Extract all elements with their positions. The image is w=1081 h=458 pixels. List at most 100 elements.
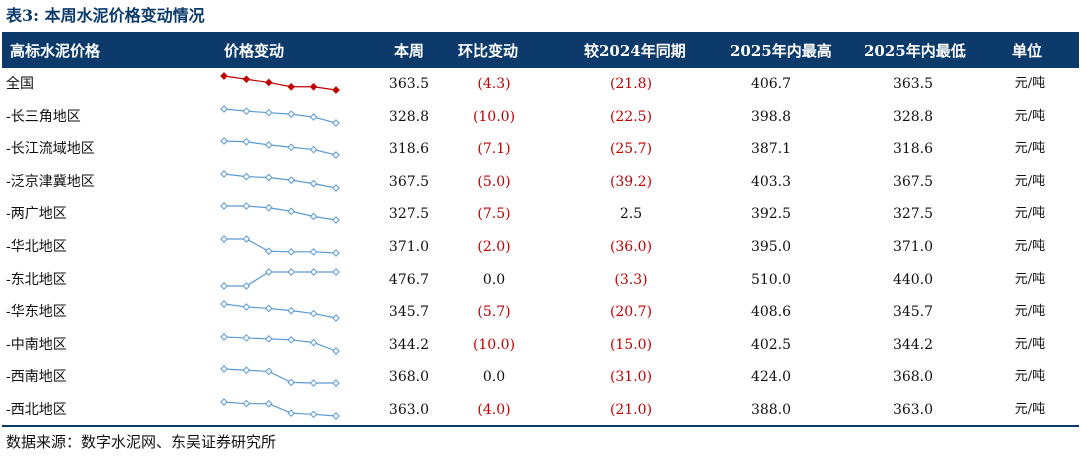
sparkline-marker: [264, 247, 273, 256]
row-unit: 元/吨: [1014, 402, 1046, 417]
sparkline-marker: [242, 333, 251, 342]
row-ytd-high: 387.1: [750, 141, 792, 158]
row-mom-change: 0.0: [482, 271, 506, 288]
row-name: -西北地区: [6, 402, 67, 418]
top-rule: [2, 32, 1079, 34]
sparkline-marker: [264, 78, 273, 87]
row-ytd-low: 363.0: [892, 402, 934, 418]
sparkline-marker: [264, 304, 273, 313]
row-ytd-low: 371.0: [892, 239, 934, 255]
sparkline-marker: [287, 335, 296, 344]
sparkline-marker: [264, 368, 273, 376]
price-trend-sparkline: [218, 361, 342, 394]
table-row: -两广地区 327.5 (7.5) 2.5 392.5 327.5 元/吨: [2, 198, 1079, 231]
sparkline-marker: [220, 398, 228, 406]
row-current-price: 476.7: [388, 271, 429, 288]
sparkline-marker: [220, 235, 228, 243]
row-mom-change: (10.0): [472, 336, 516, 353]
sparkline-marker: [242, 138, 251, 146]
sparkline-marker: [220, 300, 228, 309]
header-min: 2025年内最低: [864, 42, 966, 60]
row-unit: 元/吨: [1014, 271, 1046, 287]
row-yoy-change: (36.0): [609, 239, 653, 255]
sparkline-marker: [287, 143, 296, 152]
table-row: 全国 363.5 (4.3) (21.8) 406.7 363.5 元/吨: [2, 68, 1079, 101]
row-yoy-change: (31.0): [609, 369, 653, 386]
sparkline-marker: [309, 213, 318, 221]
row-name: -华东地区: [6, 304, 67, 321]
sparkline-marker: [220, 104, 228, 113]
row-unit: 元/吨: [1014, 173, 1046, 189]
price-trend-sparkline: [218, 296, 342, 329]
sparkline-marker: [220, 365, 228, 374]
row-unit: 元/吨: [1014, 141, 1046, 157]
row-yoy-change: (20.7): [609, 304, 653, 321]
sparkline-line: [224, 270, 336, 287]
row-yoy-change: 2.5: [619, 206, 643, 223]
row-ytd-low: 440.0: [892, 271, 934, 288]
row-unit: 元/吨: [1014, 206, 1046, 222]
sparkline-marker: [242, 366, 251, 375]
row-ytd-high: 402.5: [750, 336, 792, 353]
row-ytd-low: 328.8: [892, 108, 934, 125]
row-unit: 元/吨: [1014, 76, 1046, 91]
row-name: -泛京津冀地区: [6, 173, 95, 190]
row-current-price: 327.5: [388, 206, 429, 223]
table-row: -中南地区 344.2 (10.0) (15.0) 402.5 344.2 元/吨: [2, 329, 1079, 362]
sparkline-marker: [332, 118, 340, 127]
sparkline-line: [223, 173, 337, 189]
price-trend-sparkline: [218, 394, 342, 427]
sparkline-marker: [287, 248, 296, 256]
sparkline-marker: [309, 112, 318, 121]
sparkline-marker: [309, 179, 318, 188]
row-current-price: 371.0: [388, 239, 429, 255]
sparkline-marker: [332, 249, 340, 257]
table-row: -华北地区 371.0 (2.0) (36.0) 395.0 371.0 元/吨: [2, 231, 1079, 264]
table-row: -泛京津冀地区 367.5 (5.0) (39.2) 403.3 367.5 元/吨: [2, 166, 1079, 199]
row-mom-change: (7.1): [477, 141, 511, 158]
price-trend-sparkline: [218, 231, 342, 264]
row-mom-change: (7.5): [477, 206, 511, 223]
row-ytd-low: 345.7: [892, 304, 934, 321]
sparkline-marker: [242, 303, 251, 311]
row-mom-change: (5.0): [477, 173, 511, 190]
price-trend-sparkline: [218, 198, 342, 231]
sparkline-marker: [287, 109, 296, 118]
table-row: -西南地区 368.0 0.0 (31.0) 424.0 368.0 元/吨: [2, 361, 1079, 394]
sparkline-marker: [287, 176, 296, 184]
row-name: 全国: [6, 76, 34, 92]
sparkline-marker: [287, 378, 296, 387]
sparkline-line: [223, 75, 337, 91]
row-ytd-low: 318.6: [892, 141, 934, 158]
sparkline-marker: [309, 410, 318, 419]
sparkline-marker: [242, 399, 251, 408]
header-yoy: 较2024年同期: [584, 42, 686, 60]
row-current-price: 344.2: [388, 336, 429, 353]
row-ytd-low: 367.5: [892, 173, 934, 190]
header-max: 2025年内最高: [730, 42, 832, 60]
sparkline-marker: [264, 108, 273, 117]
sparkline-marker: [287, 207, 296, 216]
table-header: 高标水泥价格 价格变动 本周 环比变动 较2024年同期 2025年内最高 20…: [2, 34, 1079, 68]
row-ytd-high: 398.8: [750, 108, 792, 125]
sparkline-marker: [309, 338, 318, 347]
row-current-price: 328.8: [388, 108, 429, 125]
row-current-price: 318.6: [388, 141, 429, 158]
row-ytd-low: 363.5: [892, 76, 934, 92]
row-unit: 元/吨: [1014, 239, 1046, 254]
sparkline-marker: [309, 267, 318, 276]
sparkline-marker: [332, 314, 340, 323]
table-row: -华东地区 345.7 (5.7) (20.7) 408.6 345.7 元/吨: [2, 296, 1079, 329]
row-yoy-change: (22.5): [609, 108, 653, 125]
row-mom-change: (5.7): [477, 304, 511, 321]
table-row: -西北地区 363.0 (4.0) (21.0) 388.0 363.0 元/吨: [2, 394, 1079, 427]
table-row: -长三角地区 328.8 (10.0) (22.5) 398.8 328.8 元/吨: [2, 101, 1079, 134]
sparkline-marker: [220, 137, 228, 146]
sparkline-marker: [242, 202, 251, 211]
row-name: -中南地区: [6, 336, 67, 353]
row-unit: 元/吨: [1014, 336, 1046, 352]
row-ytd-low: 327.5: [892, 206, 934, 223]
sparkline-line: [223, 401, 337, 417]
row-mom-change: (10.0): [472, 108, 516, 125]
sparkline-marker: [332, 183, 340, 192]
